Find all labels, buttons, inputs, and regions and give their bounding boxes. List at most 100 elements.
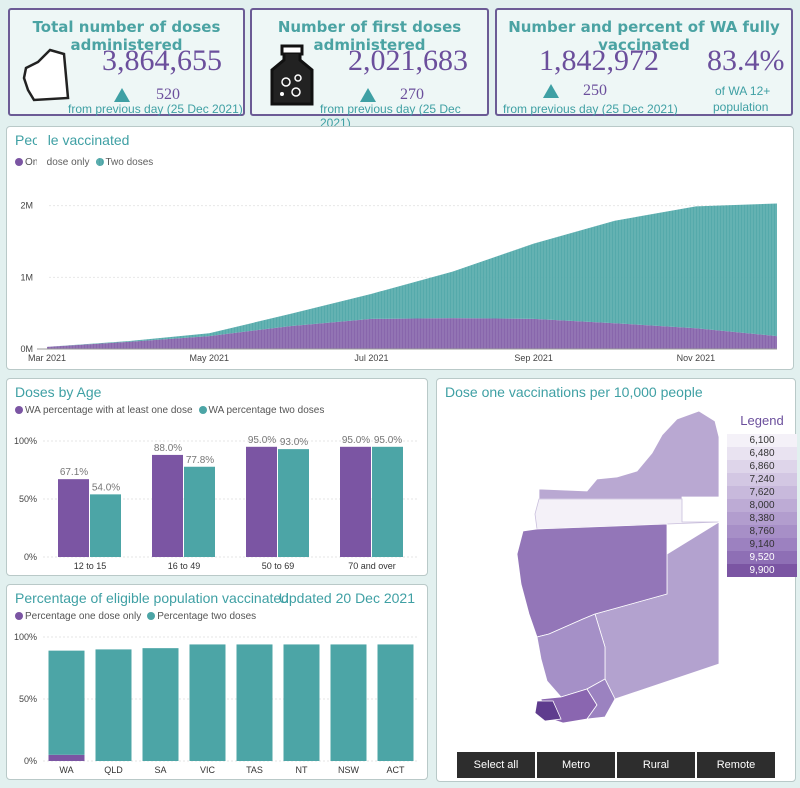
x-tick-label: Mar 2021 (28, 353, 66, 363)
legend-title: Legend (740, 413, 784, 428)
kpi-value: 2,021,683 (348, 44, 468, 77)
map-region-pilbara[interactable] (534, 498, 720, 530)
map-region-perth-metro[interactable] (534, 700, 562, 722)
bar (90, 494, 121, 557)
kpi-first-doses: Number of first doses administered 2,021… (250, 8, 489, 130)
legend-item[interactable]: Two doses (95, 157, 154, 168)
x-tick-label: NSW (338, 765, 360, 775)
legend-dot (15, 612, 23, 620)
kpi-fully-vaccinated: Number and percent of WA fully vaccinate… (495, 8, 793, 116)
updated-date: Updated 20 Dec 2021 (278, 590, 415, 606)
bar-two-doses (142, 648, 179, 761)
kpi-delta: 270 (400, 86, 424, 103)
y-tick-label: 0M (20, 344, 33, 354)
data-label: 95.0% (374, 435, 402, 446)
data-label: 67.1% (60, 467, 88, 478)
bar (152, 454, 183, 557)
x-tick-label: Jul 2021 (354, 353, 388, 363)
mask (37, 137, 47, 349)
legend-item[interactable]: Percentage one dose only (15, 611, 141, 622)
x-tick-label: SA (154, 765, 166, 775)
chart-legend: Percentage one dose only Percentage two … (15, 611, 256, 622)
legend-dot (198, 406, 207, 414)
legend-label: Two doses (105, 157, 154, 168)
legend-label: Percentage two doses (157, 611, 257, 622)
legend-swatch: 6,100 (727, 434, 797, 447)
series-area-two-doses (47, 203, 777, 347)
x-tick-label: WA (59, 765, 73, 775)
bar-two-doses (377, 644, 414, 761)
data-label: 95.0% (342, 435, 370, 446)
kpi-value: 3,864,655 (102, 44, 222, 77)
eligible-population-chart[interactable]: 0% 50% 100% WA QLD SA VIC TAS NT NSW ACT (7, 585, 429, 781)
up-arrow-icon (543, 84, 559, 98)
legend-item[interactable]: One dose only (15, 157, 90, 168)
kpi-delta: 250 (583, 82, 607, 99)
legend-item[interactable]: WA percentage with at least one dose (15, 405, 193, 416)
panel-title: Doses by Age (15, 384, 102, 400)
legend-item[interactable]: Percentage two doses (147, 611, 256, 622)
bar (340, 446, 371, 557)
kpi-value: 1,842,972 (539, 44, 659, 77)
legend-scale: 6,100 6,480 6,860 7,240 7,620 8,000 8,380 8,760… (727, 434, 797, 577)
bar-one-dose (48, 754, 85, 761)
legend-dot (15, 158, 23, 166)
legend-swatch: 9,520 (727, 551, 797, 564)
map-region-kimberley[interactable] (538, 410, 720, 500)
kpi-percent-note: of WA 12+ (715, 84, 771, 98)
bar (58, 479, 89, 557)
people-vaccinated-chart[interactable]: 0M 1M 2M Mar 2021 May 2021 Jul 2021 Sep 2021 No… (7, 127, 795, 371)
legend-swatch: 9,900 (727, 564, 797, 577)
kpi-note: from previous day (25 Dec 2021) (503, 102, 678, 116)
legend-dot (95, 158, 104, 166)
bar-two-doses (236, 644, 273, 761)
chart-legend: WA percentage with at least one dose WA … (15, 405, 324, 416)
series-area-one-dose (47, 318, 777, 349)
x-tick-label: May 2021 (189, 353, 229, 363)
legend-swatch: 8,000 (727, 499, 797, 512)
y-tick-label: 50% (19, 494, 37, 504)
legend-label: WA percentage two doses (208, 405, 325, 416)
legend-swatch: 6,480 (727, 447, 797, 460)
bar-two-doses (95, 649, 132, 761)
bar (246, 446, 277, 557)
kpi-delta: 520 (156, 86, 180, 103)
x-tick-label: VIC (200, 765, 216, 775)
x-tick-label: NT (296, 765, 308, 775)
x-tick-label: TAS (246, 765, 263, 775)
legend-dot (15, 406, 23, 414)
legend-item[interactable]: WA percentage two doses (198, 405, 325, 416)
doses-by-age-chart[interactable]: 0% 50% 100% 67.1% 54.0% 12 to 15 88.0% 77.8% 16 … (7, 379, 429, 577)
legend-swatch: 8,760 (727, 525, 797, 538)
select-all-button[interactable]: Select all (457, 752, 535, 778)
y-tick-label: 1M (20, 272, 33, 282)
bar (184, 466, 215, 557)
kpi-title: Number of first doses administered (277, 18, 462, 54)
map-region-great-southern[interactable] (586, 678, 616, 720)
remote-button[interactable]: Remote (697, 752, 775, 778)
wa-regions-map[interactable] (437, 379, 797, 783)
up-arrow-icon (114, 88, 130, 102)
x-tick-label: 16 to 49 (168, 561, 201, 571)
x-tick-label: 70 and over (348, 561, 396, 571)
data-label: 77.8% (186, 455, 214, 466)
bar (278, 449, 309, 557)
chart-legend: One dose only Two doses (15, 157, 153, 168)
legend-dot (147, 612, 156, 620)
up-arrow-icon (360, 88, 376, 102)
map-regions[interactable] (516, 410, 720, 724)
bar-two-doses (330, 644, 367, 761)
kpi-note: from previous day (25 Dec 2021) (68, 102, 243, 116)
metro-button[interactable]: Metro (537, 752, 615, 778)
data-label: 54.0% (92, 482, 120, 493)
y-tick-label: 2M (20, 201, 33, 211)
kpi-title: Total number of doses administered (32, 18, 221, 54)
bar-two-doses (189, 644, 226, 761)
rural-button[interactable]: Rural (617, 752, 695, 778)
y-tick-label: 50% (19, 694, 37, 704)
mask (777, 137, 787, 349)
legend-swatch: 8,380 (727, 512, 797, 525)
legend-swatch: 9,140 (727, 538, 797, 551)
people-vaccinated-panel: People vaccinated One dose only Two dose… (6, 126, 794, 370)
legend-swatch: 7,620 (727, 486, 797, 499)
